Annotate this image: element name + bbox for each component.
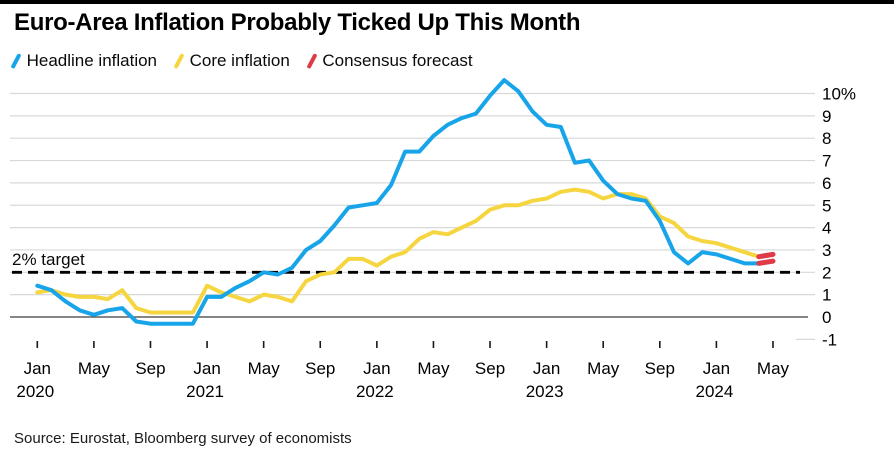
legend-item-forecast: Consensus forecast bbox=[306, 51, 473, 71]
x-tick-label: Jan bbox=[193, 359, 220, 378]
legend-item-headline: Headline inflation bbox=[10, 51, 158, 71]
x-tick-label: Jan bbox=[24, 359, 51, 378]
y-tick-label: 4 bbox=[822, 219, 831, 238]
y-tick-label: -1 bbox=[822, 330, 837, 349]
x-year-label: 2020 bbox=[16, 382, 54, 401]
x-tick-label: May bbox=[248, 359, 281, 378]
x-year-label: 2022 bbox=[356, 382, 394, 401]
x-tick-label: Sep bbox=[645, 359, 675, 378]
core-inflation-line bbox=[35, 187, 761, 315]
consensus-forecast-line bbox=[756, 258, 776, 266]
x-year-label: 2023 bbox=[526, 382, 564, 401]
y-tick-label: 10% bbox=[822, 85, 856, 104]
top-rule bbox=[0, 0, 894, 4]
legend: Headline inflation Core inflation Consen… bbox=[10, 51, 473, 71]
headline-inflation-line bbox=[35, 78, 761, 326]
legend-label: Core inflation bbox=[189, 51, 290, 70]
legend-label: Headline inflation bbox=[26, 51, 158, 70]
y-tick-label: 0 bbox=[822, 308, 831, 327]
chart-title: Euro-Area Inflation Probably Ticked Up T… bbox=[14, 9, 581, 36]
x-year-label: 2021 bbox=[186, 382, 224, 401]
x-year-label: 2024 bbox=[695, 382, 733, 401]
target-line-label: 2% target bbox=[12, 250, 85, 269]
y-tick-label: 6 bbox=[822, 174, 831, 193]
y-tick-label: 2 bbox=[822, 263, 831, 282]
x-tick-label: May bbox=[417, 359, 450, 378]
y-tick-label: 8 bbox=[822, 129, 831, 148]
x-tick-label: Sep bbox=[135, 359, 165, 378]
x-tick-label: Sep bbox=[305, 359, 335, 378]
legend-label: Consensus forecast bbox=[322, 51, 473, 70]
y-tick-label: 7 bbox=[822, 152, 831, 171]
consensus-forecast-line bbox=[756, 251, 776, 260]
y-tick-label: 3 bbox=[822, 241, 831, 260]
y-tick-label: 5 bbox=[822, 196, 831, 215]
y-tick-label: 1 bbox=[822, 286, 831, 305]
x-tick-label: May bbox=[757, 359, 790, 378]
x-tick-label: May bbox=[78, 359, 111, 378]
y-tick-label: 9 bbox=[822, 107, 831, 126]
x-tick-label: Jan bbox=[533, 359, 560, 378]
x-tick-label: May bbox=[587, 359, 620, 378]
x-tick-label: Jan bbox=[363, 359, 390, 378]
x-tick-label: Jan bbox=[703, 359, 730, 378]
source-attribution: Source: Eurostat, Bloomberg survey of ec… bbox=[14, 430, 352, 447]
legend-item-core: Core inflation bbox=[173, 51, 290, 71]
x-tick-label: Sep bbox=[475, 359, 505, 378]
